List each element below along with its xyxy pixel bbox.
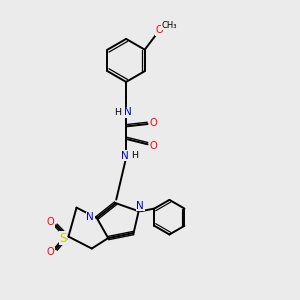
Text: O: O xyxy=(149,141,157,151)
Text: H: H xyxy=(131,151,138,160)
Text: O: O xyxy=(47,247,54,257)
Text: N: N xyxy=(136,201,144,211)
Text: O: O xyxy=(156,25,164,35)
Text: S: S xyxy=(59,232,67,244)
Text: CH₃: CH₃ xyxy=(162,21,177,30)
Text: O: O xyxy=(47,217,54,227)
Text: N: N xyxy=(86,212,94,223)
Text: N: N xyxy=(121,151,128,161)
Text: H: H xyxy=(114,108,121,117)
Text: N: N xyxy=(124,107,131,117)
Text: O: O xyxy=(149,118,157,128)
